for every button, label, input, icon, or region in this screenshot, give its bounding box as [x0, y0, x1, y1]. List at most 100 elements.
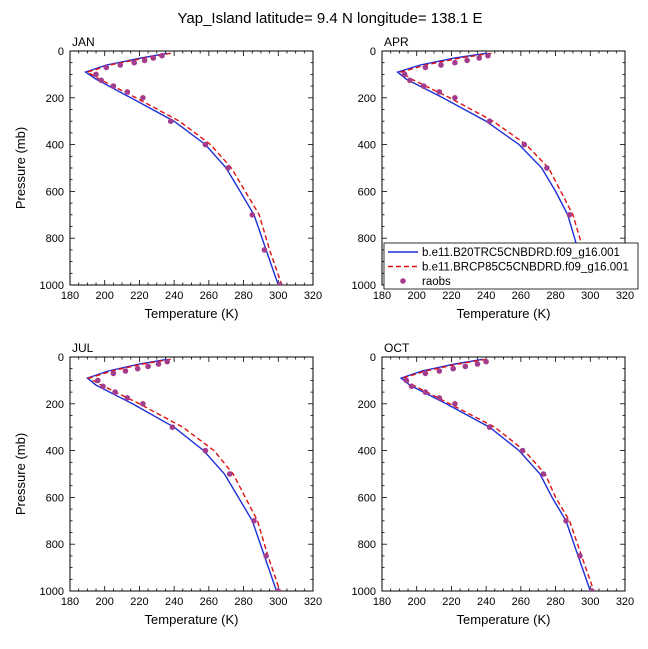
plot-series: [84, 52, 283, 285]
raobs-point: [436, 368, 443, 374]
x-tick-label: 180: [373, 596, 391, 608]
y-tick-label: 1000: [352, 586, 376, 598]
legend-item-label: raobs: [422, 276, 451, 288]
legend-item-label: b.e11.B20TRC5CNBDRD.f09_g16.001: [422, 247, 620, 259]
panel-oct: 180 200 220 240 260 280 300 320 0 200 400 600 800 100…: [352, 341, 635, 627]
x-tick-label: 280: [546, 290, 564, 302]
y-tick-label: 0: [58, 46, 64, 58]
raobs-point: [407, 77, 413, 84]
y-tick-label: 800: [46, 233, 64, 245]
x-tick-label: 260: [512, 290, 530, 302]
series-line-brcp85: [87, 358, 281, 591]
raobs-point: [462, 363, 469, 370]
raobs-point: [225, 165, 231, 171]
y-tick-label: 200: [46, 399, 64, 411]
raobs-point: [277, 282, 283, 285]
raobs-point: [452, 95, 458, 101]
raobs-point: [167, 118, 174, 124]
raobs-point: [476, 55, 483, 61]
raobs-point: [124, 89, 131, 95]
raobs-point: [450, 365, 457, 372]
x-tick-label: 220: [442, 596, 460, 608]
plot-frame: [381, 356, 626, 592]
raobs-point: [403, 377, 410, 384]
raobs-point: [420, 83, 427, 89]
y-tick-label: 600: [46, 492, 64, 504]
raobs-point: [110, 370, 117, 377]
y-axis-label: Pressure (mb): [13, 433, 28, 515]
raobs-point: [519, 447, 526, 454]
raobs-point: [422, 64, 429, 71]
raobs-point: [159, 52, 165, 59]
legend-item-label: b.e11.BRCP85C5CNBDRD.f09_g16.001: [422, 262, 629, 274]
series-line-brcp85: [85, 52, 283, 285]
raobs-point: [563, 518, 569, 524]
raobs-point: [110, 83, 117, 89]
x-tick-label: 280: [546, 596, 564, 608]
y-tick-label: 600: [46, 186, 64, 198]
x-axis-label: Temperature (K): [145, 612, 239, 627]
raobs-point: [486, 118, 493, 124]
raobs-point: [95, 377, 101, 384]
raobs-point: [438, 62, 444, 68]
x-tick-label: 180: [61, 290, 79, 302]
y-tick-label: 1000: [40, 280, 64, 292]
series-line-brcp85: [401, 358, 595, 591]
raobs-point: [521, 141, 528, 148]
y-tick-label: 1000: [352, 280, 376, 292]
raobs-point: [117, 62, 124, 68]
raobs-point: [401, 71, 408, 78]
x-axis-label: Temperature (K): [145, 306, 239, 321]
raobs-point: [100, 383, 106, 390]
x-tick-label: 320: [304, 290, 322, 302]
y-tick-label: 800: [358, 233, 376, 245]
raobs-point: [122, 368, 129, 374]
raobs-point: [140, 401, 146, 407]
y-axis-label: Pressure (mb): [13, 127, 28, 209]
raobs-point: [131, 59, 137, 66]
plot-series: [85, 358, 282, 591]
y-tick-label: 0: [370, 46, 376, 58]
legend: b.e11.B20TRC5CNBDRD.f09_g16.001 b.e11.BRC…: [383, 242, 639, 290]
panel-apr: 180 200 220 240 260 280 300 320 0 200 400 600 800 100…: [352, 35, 635, 321]
raobs-point: [98, 77, 104, 84]
x-tick-label: 300: [269, 596, 287, 608]
y-tick-label: 800: [46, 539, 64, 551]
x-tick-label: 320: [616, 596, 634, 608]
raobs-point: [452, 59, 458, 66]
legend-box: [383, 242, 639, 290]
y-tick-label: 200: [46, 93, 64, 105]
y-tick-label: 200: [358, 399, 376, 411]
raobs-point: [145, 363, 151, 370]
panel-month-label: JUL: [72, 341, 94, 355]
raobs-point: [124, 395, 131, 401]
raobs-point: [155, 361, 162, 367]
raobs-point: [140, 95, 146, 101]
panels: 180 200 220 240 260 280 300 320 0 200 400 600 800 100…: [13, 35, 634, 627]
x-axis-label: Temperature (K): [457, 306, 551, 321]
raobs-point: [275, 588, 282, 591]
x-tick-label: 220: [130, 596, 148, 608]
raobs-point: [249, 212, 256, 218]
raobs-point: [251, 518, 257, 524]
raobs-point: [540, 471, 547, 477]
panel-month-label: OCT: [384, 341, 410, 355]
raobs-point: [169, 424, 176, 431]
panel-month-label: JAN: [72, 35, 95, 49]
plot-series: [396, 52, 595, 285]
x-tick-label: 280: [234, 290, 252, 302]
x-tick-label: 260: [200, 290, 218, 302]
x-tick-label: 240: [165, 596, 183, 608]
x-axis-label: Temperature (K): [457, 612, 551, 627]
x-tick-label: 320: [616, 290, 634, 302]
y-tick-label: 1000: [40, 586, 64, 598]
y-tick-label: 400: [46, 446, 64, 458]
y-tick-label: 0: [370, 352, 376, 364]
y-tick-label: 800: [358, 539, 376, 551]
raobs-point: [436, 89, 443, 95]
raobs-point: [93, 71, 99, 78]
x-tick-label: 300: [581, 596, 599, 608]
x-tick-label: 280: [234, 596, 252, 608]
raobs-point: [103, 64, 110, 71]
